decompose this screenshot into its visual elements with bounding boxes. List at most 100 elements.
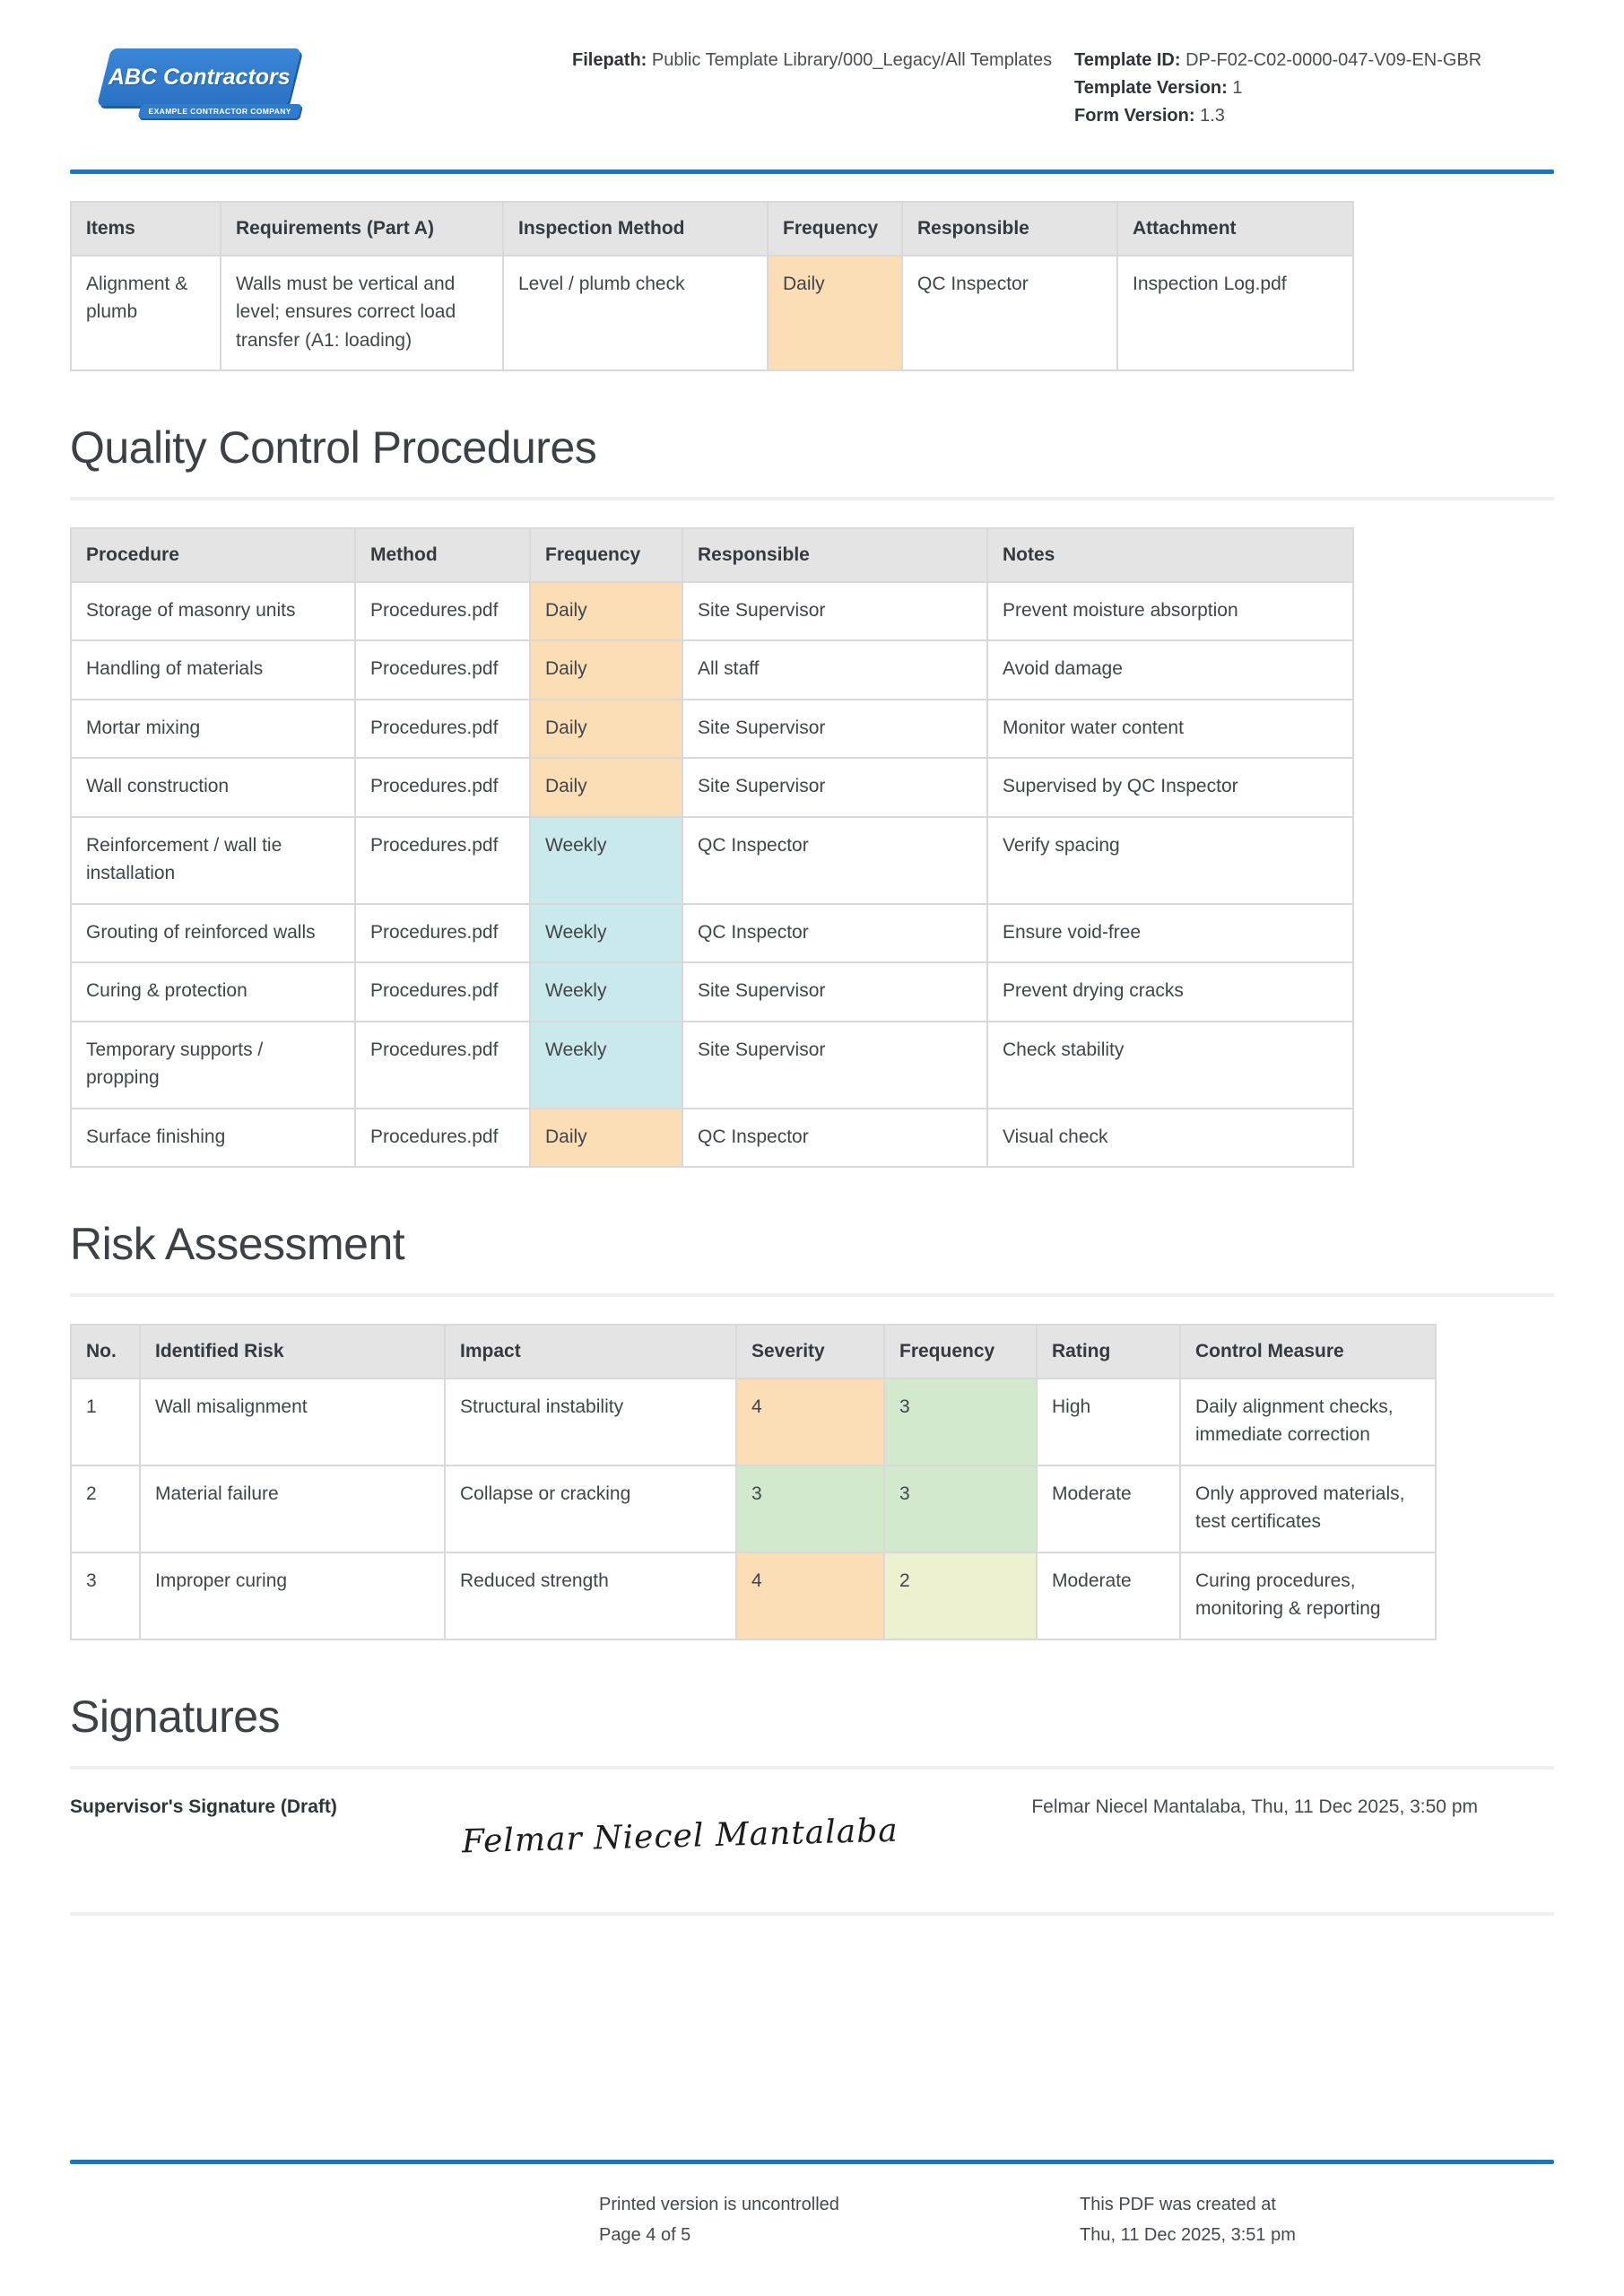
cell-frequency: Daily — [529, 639, 683, 700]
cell-identified-risk: Material failure — [139, 1464, 446, 1553]
cell-responsible: All staff — [682, 639, 988, 700]
risk-assessment-table: No. Identified Risk Impact Severity Freq… — [70, 1324, 1437, 1640]
cell-frequency: Weekly — [529, 902, 683, 963]
cell-method: Procedures.​pdf — [354, 902, 531, 963]
cell-method: Procedures.​pdf — [354, 639, 531, 700]
cell-procedure: Handling of materials — [70, 639, 356, 700]
table-row: 1 Wall misalignment Structural instabili… — [70, 1377, 1437, 1466]
table-row: Alignment & plumb Walls must be vertical… — [70, 254, 1354, 371]
cell-method: Procedures.​pdf — [354, 1107, 531, 1168]
cell-control-measure: Curing procedures, monitoring & reportin… — [1179, 1551, 1437, 1640]
footer-created-label: This PDF was created at — [1080, 2195, 1276, 2214]
cell-impact: Structural instability — [444, 1377, 737, 1466]
col-control-measure: Control Measure — [1179, 1324, 1437, 1379]
cell-frequency: Daily — [529, 580, 683, 641]
filepath-value: Public Template Library/000_Legacy/All T… — [651, 50, 1053, 70]
col-severity: Severity — [735, 1324, 885, 1379]
signature-image: Felmar Niecel Mantalaba — [447, 1793, 913, 1860]
col-procedure: Procedure — [70, 527, 356, 583]
col-frequency: Frequency — [529, 527, 683, 583]
cell-no: 3 — [70, 1551, 141, 1640]
cell-procedure: Reinforcement / wall tie installation — [70, 815, 356, 905]
cell-procedure: Surface finishing — [70, 1107, 356, 1168]
cell-notes: Ensure void-free — [986, 902, 1354, 963]
cell-frequency: Weekly — [529, 1020, 683, 1109]
table-row: Handling of materials Procedures.​pdf Da… — [70, 639, 1354, 700]
cell-responsible: Site Supervisor — [682, 757, 988, 818]
table-row: Temporary supports / propping Procedures… — [70, 1020, 1354, 1109]
company-logo-badge: ABC Contractors EXAMPLE CONTRACTOR COMPA… — [97, 48, 302, 118]
cell-impact: Reduced strength — [444, 1551, 737, 1640]
company-logo-subtitle-text: EXAMPLE CONTRACTOR COMPANY — [148, 107, 291, 116]
cell-method: Procedures.​pdf — [354, 757, 531, 818]
section-divider — [70, 1293, 1554, 1297]
template-id-value: DP-F02-C02-0000-047-V09-EN-GBR — [1185, 50, 1482, 70]
cell-responsible: Site Supervisor — [682, 961, 988, 1022]
items-requirements-table: Items Requirements (Part A) Inspection M… — [70, 201, 1354, 371]
signature-row: Supervisor's Signature (Draft) Felmar Ni… — [70, 1793, 1554, 1860]
col-responsible: Responsible — [682, 527, 988, 583]
section-divider — [70, 1765, 1554, 1770]
cell-attachment: Inspection Log.pdf — [1116, 254, 1354, 371]
col-rating: Rating — [1036, 1324, 1181, 1379]
cell-frequency: Daily — [529, 757, 683, 818]
company-logo-title: ABC Contractors — [108, 64, 291, 90]
quality-control-table: Procedure Method Frequency Responsible N… — [70, 527, 1354, 1168]
table-row: Mortar mixing Procedures.​pdf Daily Site… — [70, 698, 1354, 759]
section-divider — [70, 1911, 1554, 1916]
template-version-row: Template Version: 1 — [1074, 74, 1554, 102]
cell-method: Procedures.​pdf — [354, 815, 531, 905]
cell-severity: 3 — [735, 1464, 885, 1553]
table-row: Surface finishing Procedures.​pdf Daily … — [70, 1107, 1354, 1168]
cell-notes: Check stability — [986, 1020, 1354, 1109]
footer-columns: Printed version is uncontrolled Page 4 o… — [70, 2189, 1554, 2250]
cell-notes: Prevent drying cracks — [986, 961, 1354, 1022]
cell-frequency: Daily — [529, 1107, 683, 1168]
cell-procedure: Mortar mixing — [70, 698, 356, 759]
section-title-quality-control: Quality Control Procedures — [70, 422, 597, 473]
cell-responsible: Site Supervisor — [682, 580, 988, 641]
section-title-signatures: Signatures — [70, 1691, 281, 1742]
cell-identified-risk: Wall misalignment — [139, 1377, 446, 1466]
filepath: Filepath: Public Template Library/000_Le… — [572, 45, 1074, 74]
cell-control-measure: Daily alignment checks, immediate correc… — [1179, 1377, 1437, 1466]
cell-notes: Supervised by QC Inspector — [986, 757, 1354, 818]
cell-severity: 4 — [735, 1551, 885, 1640]
col-frequency: Frequency — [883, 1324, 1038, 1379]
col-notes: Notes — [986, 527, 1354, 583]
cell-method: Procedures.​pdf — [354, 580, 531, 641]
col-no: No. — [70, 1324, 141, 1379]
cell-procedure: Wall construction — [70, 757, 356, 818]
header-divider — [70, 170, 1554, 174]
handwritten-signature: Felmar Niecel Mantalaba — [461, 1812, 899, 1860]
col-attachment: Attachment — [1116, 201, 1354, 257]
cell-notes: Visual check — [986, 1107, 1354, 1168]
cell-rating: Moderate — [1036, 1464, 1181, 1553]
section-divider — [70, 497, 1554, 500]
cell-rating: Moderate — [1036, 1551, 1181, 1640]
cell-notes: Prevent moisture absorption — [986, 580, 1354, 641]
cell-frequency: 3 — [883, 1464, 1038, 1553]
col-inspection-method: Inspection Method — [502, 201, 769, 257]
table-row: Storage of masonry units Procedures.​pdf… — [70, 580, 1354, 641]
cell-method: Procedures.​pdf — [354, 1020, 531, 1109]
footer-uncontrolled-note: Printed version is uncontrolled — [599, 2195, 839, 2214]
cell-control-measure: Only approved materials, test certificat… — [1179, 1464, 1437, 1553]
cell-frequency: 2 — [883, 1551, 1038, 1640]
footer-created-timestamp: Thu, 11 Dec 2025, 3:51 pm — [1080, 2225, 1296, 2245]
cell-identified-risk: Improper curing — [139, 1551, 446, 1640]
cell-responsible: Site Supervisor — [682, 698, 988, 759]
col-method: Method — [354, 527, 531, 583]
footer-page-number: Page 4 of 5 — [599, 2225, 691, 2245]
col-responsible: Responsible — [901, 201, 1118, 257]
cell-rating: High — [1036, 1377, 1181, 1466]
cell-notes: Monitor water content — [986, 698, 1354, 759]
filepath-label: Filepath: — [572, 50, 647, 70]
form-version-label: Form Version: — [1074, 106, 1195, 126]
col-items: Items — [70, 201, 221, 257]
cell-responsible: Site Supervisor — [682, 1020, 988, 1109]
cell-requirements: Walls must be vertical and level; ensure… — [220, 254, 504, 371]
col-frequency: Frequency — [767, 201, 903, 257]
footer-right: This PDF was created at Thu, 11 Dec 2025… — [1080, 2189, 1554, 2250]
